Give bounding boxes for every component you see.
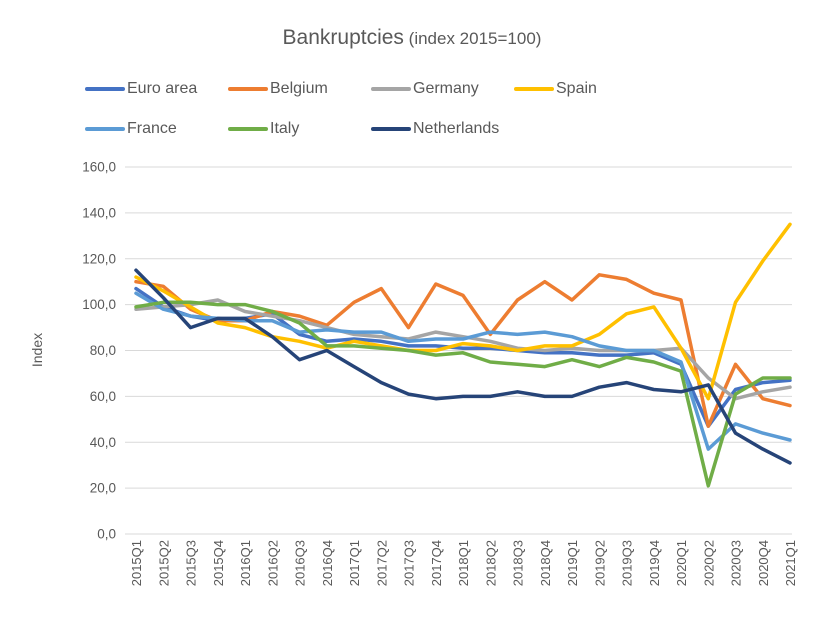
x-tick-label: 2021Q1 [783,540,798,586]
x-tick-label: 2016Q2 [265,540,280,586]
x-tick-label: 2018Q3 [511,540,526,586]
legend-label-belgium: Belgium [270,80,328,97]
x-tick-label: 2019Q1 [565,540,580,586]
x-tick-label: 2019Q2 [592,540,607,586]
legend-item-italy: Italy [228,120,371,138]
y-tick-label: 0,0 [97,527,116,542]
legend-item-france: France [85,120,228,138]
legend-label-spain: Spain [556,80,597,97]
chart-title-main: Bankruptcies [282,26,404,49]
legend-label-italy: Italy [270,120,300,137]
y-tick-label: 80,0 [90,343,116,358]
legend-marker-spain [514,87,554,91]
x-tick-label: 2016Q4 [320,540,335,586]
series-line-netherlands [134,268,792,465]
x-tick-label: 2015Q1 [129,540,144,586]
legend-marker-netherlands [371,127,411,131]
y-tick-label: 120,0 [82,251,116,266]
legend-row-2: France Italy Netherlands [85,119,805,139]
y-tick-label: 160,0 [82,160,116,175]
y-tick-label: 40,0 [90,435,116,450]
x-tick-label: 2019Q3 [620,540,635,586]
x-tick-label: 2017Q1 [347,540,362,586]
x-tick-label: 2018Q4 [538,540,553,586]
legend-label-netherlands: Netherlands [413,120,500,137]
x-tick-label: 2017Q3 [402,540,417,586]
legend-label-france: France [127,120,177,137]
y-axis-title: Index [29,333,45,367]
chart-title: Bankruptcies (index 2015=100) [0,26,824,50]
y-tick-label: 140,0 [82,205,116,220]
x-tick-label: 2017Q4 [429,540,444,586]
x-tick-label: 2015Q2 [156,540,171,586]
series-line-spain [134,222,792,401]
legend-marker-euro-area [85,87,125,91]
x-tick-label: 2018Q1 [456,540,471,586]
x-tick-label: 2018Q2 [483,540,498,586]
series-line-france [134,291,792,451]
x-tick-label: 2015Q3 [184,540,199,586]
legend-item-euro-area: Euro area [85,80,228,98]
legend-item-netherlands: Netherlands [371,120,514,138]
legend-item-germany: Germany [371,80,514,98]
y-tick-label: 100,0 [82,297,116,312]
x-tick-label: 2016Q3 [293,540,308,586]
chart-title-suffix: (index 2015=100) [403,29,542,48]
legend-marker-italy [228,127,268,131]
legend-label-euro-area: Euro area [127,80,198,97]
legend-row-1: Euro area Belgium Germany Spain [85,79,805,99]
legend-item-spain: Spain [514,80,657,98]
y-tick-label: 60,0 [90,389,116,404]
x-tick-label: 2017Q2 [374,540,389,586]
x-tick-label: 2019Q4 [647,540,662,586]
y-tick-label: 20,0 [90,481,116,496]
x-tick-label: 2020Q3 [729,540,744,586]
x-tick-label: 2015Q4 [211,540,226,586]
legend-marker-belgium [228,87,268,91]
legend-label-germany: Germany [413,80,479,97]
x-tick-label: 2016Q1 [238,540,253,586]
x-tick-label: 2020Q4 [756,540,771,586]
x-tick-label: 2020Q2 [701,540,716,586]
series-line-italy [134,300,792,488]
x-tick-label: 2020Q1 [674,540,689,586]
legend-marker-germany [371,87,411,91]
legend-item-belgium: Belgium [228,80,371,98]
legend-marker-france [85,127,125,131]
